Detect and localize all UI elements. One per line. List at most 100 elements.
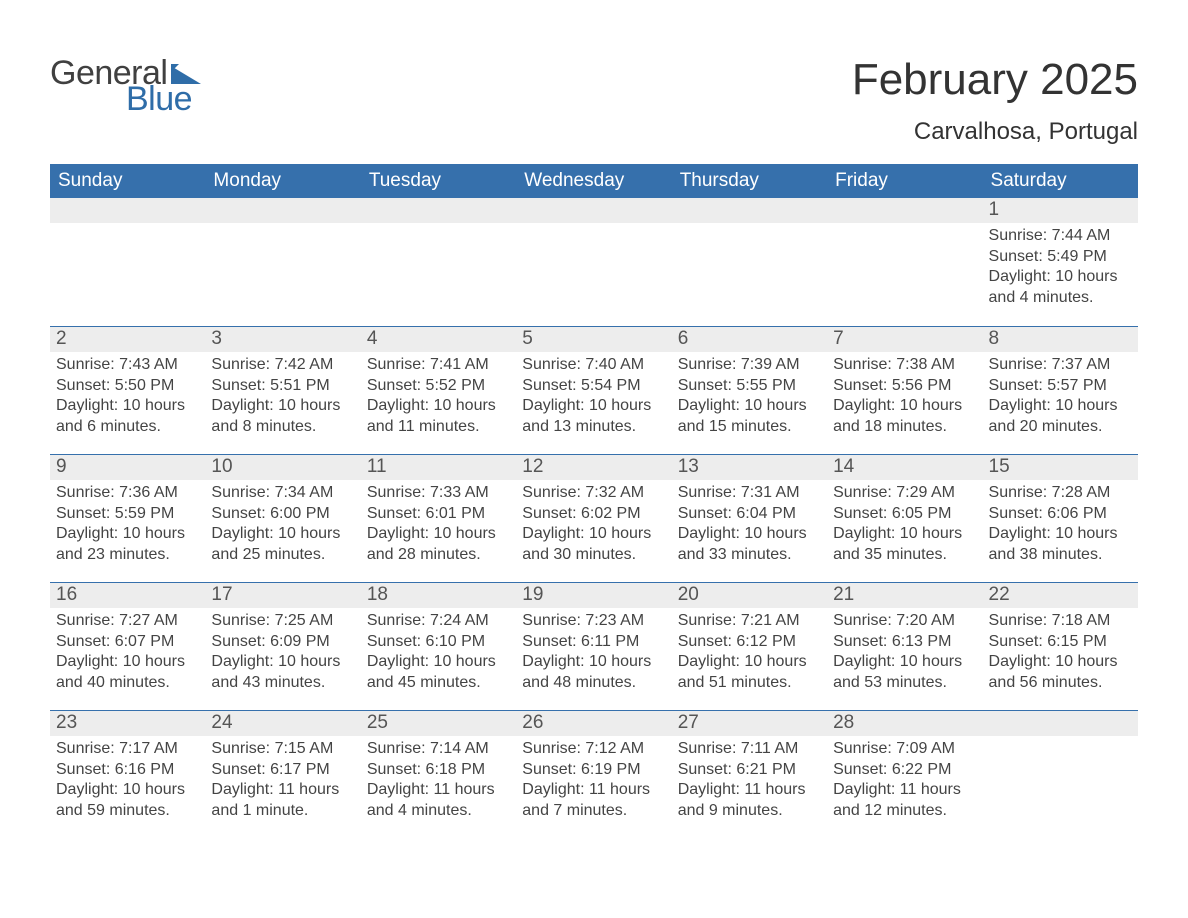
day-number-bar: 23 bbox=[50, 710, 205, 736]
day-details: Sunrise: 7:15 AMSunset: 6:17 PMDaylight:… bbox=[205, 736, 360, 827]
day-sunrise-line: Sunrise: 7:11 AM bbox=[678, 739, 821, 759]
day-day2-line: and 51 minutes. bbox=[678, 673, 821, 693]
day-number-bar: 18 bbox=[361, 582, 516, 608]
day-sunrise-line: Sunrise: 7:29 AM bbox=[833, 483, 976, 503]
day-number-bar: 3 bbox=[205, 326, 360, 352]
day-number-bar: 5 bbox=[516, 326, 671, 352]
day-details: Sunrise: 7:18 AMSunset: 6:15 PMDaylight:… bbox=[983, 608, 1138, 699]
calendar-cell bbox=[672, 198, 827, 326]
day-day1-line: Daylight: 10 hours bbox=[522, 396, 665, 416]
day-day2-line: and 15 minutes. bbox=[678, 417, 821, 437]
day-details: Sunrise: 7:29 AMSunset: 6:05 PMDaylight:… bbox=[827, 480, 982, 571]
weekday-header: Thursday bbox=[672, 165, 827, 198]
day-number-bar: 2 bbox=[50, 326, 205, 352]
day-number-bar: 15 bbox=[983, 454, 1138, 480]
day-day1-line: Daylight: 10 hours bbox=[678, 652, 821, 672]
day-details: Sunrise: 7:33 AMSunset: 6:01 PMDaylight:… bbox=[361, 480, 516, 571]
weekday-header: Sunday bbox=[50, 165, 205, 198]
day-day2-line: and 4 minutes. bbox=[989, 288, 1132, 308]
day-number-bar: 26 bbox=[516, 710, 671, 736]
day-sunrise-line: Sunrise: 7:28 AM bbox=[989, 483, 1132, 503]
day-number-bar bbox=[516, 198, 671, 223]
day-number-bar: 10 bbox=[205, 454, 360, 480]
day-sunrise-line: Sunrise: 7:40 AM bbox=[522, 355, 665, 375]
day-day1-line: Daylight: 10 hours bbox=[678, 396, 821, 416]
day-number-bar: 20 bbox=[672, 582, 827, 608]
weekday-header: Tuesday bbox=[361, 165, 516, 198]
month-title: February 2025 bbox=[852, 56, 1138, 104]
day-day1-line: Daylight: 10 hours bbox=[833, 652, 976, 672]
day-sunrise-line: Sunrise: 7:15 AM bbox=[211, 739, 354, 759]
day-day1-line: Daylight: 10 hours bbox=[989, 396, 1132, 416]
day-sunset-line: Sunset: 5:51 PM bbox=[211, 376, 354, 396]
weekday-header: Wednesday bbox=[516, 165, 671, 198]
day-sunset-line: Sunset: 5:59 PM bbox=[56, 504, 199, 524]
day-number-bar bbox=[205, 198, 360, 223]
day-details: Sunrise: 7:11 AMSunset: 6:21 PMDaylight:… bbox=[672, 736, 827, 827]
day-day2-line: and 12 minutes. bbox=[833, 801, 976, 821]
day-number-bar: 27 bbox=[672, 710, 827, 736]
day-sunset-line: Sunset: 5:57 PM bbox=[989, 376, 1132, 396]
day-sunrise-line: Sunrise: 7:43 AM bbox=[56, 355, 199, 375]
day-sunset-line: Sunset: 6:00 PM bbox=[211, 504, 354, 524]
day-sunset-line: Sunset: 5:56 PM bbox=[833, 376, 976, 396]
day-details: Sunrise: 7:25 AMSunset: 6:09 PMDaylight:… bbox=[205, 608, 360, 699]
day-number-bar bbox=[361, 198, 516, 223]
calendar-cell bbox=[205, 198, 360, 326]
day-number-bar: 25 bbox=[361, 710, 516, 736]
day-sunset-line: Sunset: 6:09 PM bbox=[211, 632, 354, 652]
calendar-cell: 9Sunrise: 7:36 AMSunset: 5:59 PMDaylight… bbox=[50, 454, 205, 582]
day-day2-line: and 48 minutes. bbox=[522, 673, 665, 693]
weekday-header-row: SundayMondayTuesdayWednesdayThursdayFrid… bbox=[50, 165, 1138, 198]
calendar-cell: 19Sunrise: 7:23 AMSunset: 6:11 PMDayligh… bbox=[516, 582, 671, 710]
day-day1-line: Daylight: 10 hours bbox=[211, 524, 354, 544]
day-sunset-line: Sunset: 6:04 PM bbox=[678, 504, 821, 524]
day-sunrise-line: Sunrise: 7:27 AM bbox=[56, 611, 199, 631]
day-day2-line: and 23 minutes. bbox=[56, 545, 199, 565]
day-sunset-line: Sunset: 5:50 PM bbox=[56, 376, 199, 396]
day-number-bar: 17 bbox=[205, 582, 360, 608]
day-day2-line: and 11 minutes. bbox=[367, 417, 510, 437]
calendar-cell: 1Sunrise: 7:44 AMSunset: 5:49 PMDaylight… bbox=[983, 198, 1138, 326]
day-details: Sunrise: 7:14 AMSunset: 6:18 PMDaylight:… bbox=[361, 736, 516, 827]
day-number-bar: 11 bbox=[361, 454, 516, 480]
day-sunset-line: Sunset: 5:49 PM bbox=[989, 247, 1132, 267]
day-day1-line: Daylight: 10 hours bbox=[989, 652, 1132, 672]
calendar-cell: 14Sunrise: 7:29 AMSunset: 6:05 PMDayligh… bbox=[827, 454, 982, 582]
calendar-cell: 20Sunrise: 7:21 AMSunset: 6:12 PMDayligh… bbox=[672, 582, 827, 710]
day-details: Sunrise: 7:17 AMSunset: 6:16 PMDaylight:… bbox=[50, 736, 205, 827]
calendar-cell: 6Sunrise: 7:39 AMSunset: 5:55 PMDaylight… bbox=[672, 326, 827, 454]
day-sunset-line: Sunset: 6:21 PM bbox=[678, 760, 821, 780]
day-day1-line: Daylight: 10 hours bbox=[833, 524, 976, 544]
day-day2-line: and 9 minutes. bbox=[678, 801, 821, 821]
day-details: Sunrise: 7:36 AMSunset: 5:59 PMDaylight:… bbox=[50, 480, 205, 571]
calendar-week-row: 1Sunrise: 7:44 AMSunset: 5:49 PMDaylight… bbox=[50, 198, 1138, 326]
day-day2-line: and 59 minutes. bbox=[56, 801, 199, 821]
day-number-bar: 19 bbox=[516, 582, 671, 608]
day-number-bar: 8 bbox=[983, 326, 1138, 352]
day-sunrise-line: Sunrise: 7:31 AM bbox=[678, 483, 821, 503]
calendar-cell: 25Sunrise: 7:14 AMSunset: 6:18 PMDayligh… bbox=[361, 710, 516, 838]
weekday-header: Saturday bbox=[983, 165, 1138, 198]
day-day2-line: and 20 minutes. bbox=[989, 417, 1132, 437]
day-sunrise-line: Sunrise: 7:42 AM bbox=[211, 355, 354, 375]
day-sunset-line: Sunset: 6:19 PM bbox=[522, 760, 665, 780]
day-day1-line: Daylight: 10 hours bbox=[56, 652, 199, 672]
day-day2-line: and 38 minutes. bbox=[989, 545, 1132, 565]
calendar-cell bbox=[50, 198, 205, 326]
day-day2-line: and 53 minutes. bbox=[833, 673, 976, 693]
day-sunset-line: Sunset: 5:55 PM bbox=[678, 376, 821, 396]
day-number-bar: 21 bbox=[827, 582, 982, 608]
day-sunset-line: Sunset: 6:12 PM bbox=[678, 632, 821, 652]
calendar-cell: 22Sunrise: 7:18 AMSunset: 6:15 PMDayligh… bbox=[983, 582, 1138, 710]
day-number-bar: 13 bbox=[672, 454, 827, 480]
day-details: Sunrise: 7:44 AMSunset: 5:49 PMDaylight:… bbox=[983, 223, 1138, 314]
day-details: Sunrise: 7:21 AMSunset: 6:12 PMDaylight:… bbox=[672, 608, 827, 699]
day-day1-line: Daylight: 10 hours bbox=[367, 396, 510, 416]
day-day1-line: Daylight: 10 hours bbox=[211, 396, 354, 416]
day-sunset-line: Sunset: 6:15 PM bbox=[989, 632, 1132, 652]
day-sunset-line: Sunset: 6:11 PM bbox=[522, 632, 665, 652]
day-sunset-line: Sunset: 6:17 PM bbox=[211, 760, 354, 780]
day-sunset-line: Sunset: 6:06 PM bbox=[989, 504, 1132, 524]
day-number-bar bbox=[50, 198, 205, 223]
